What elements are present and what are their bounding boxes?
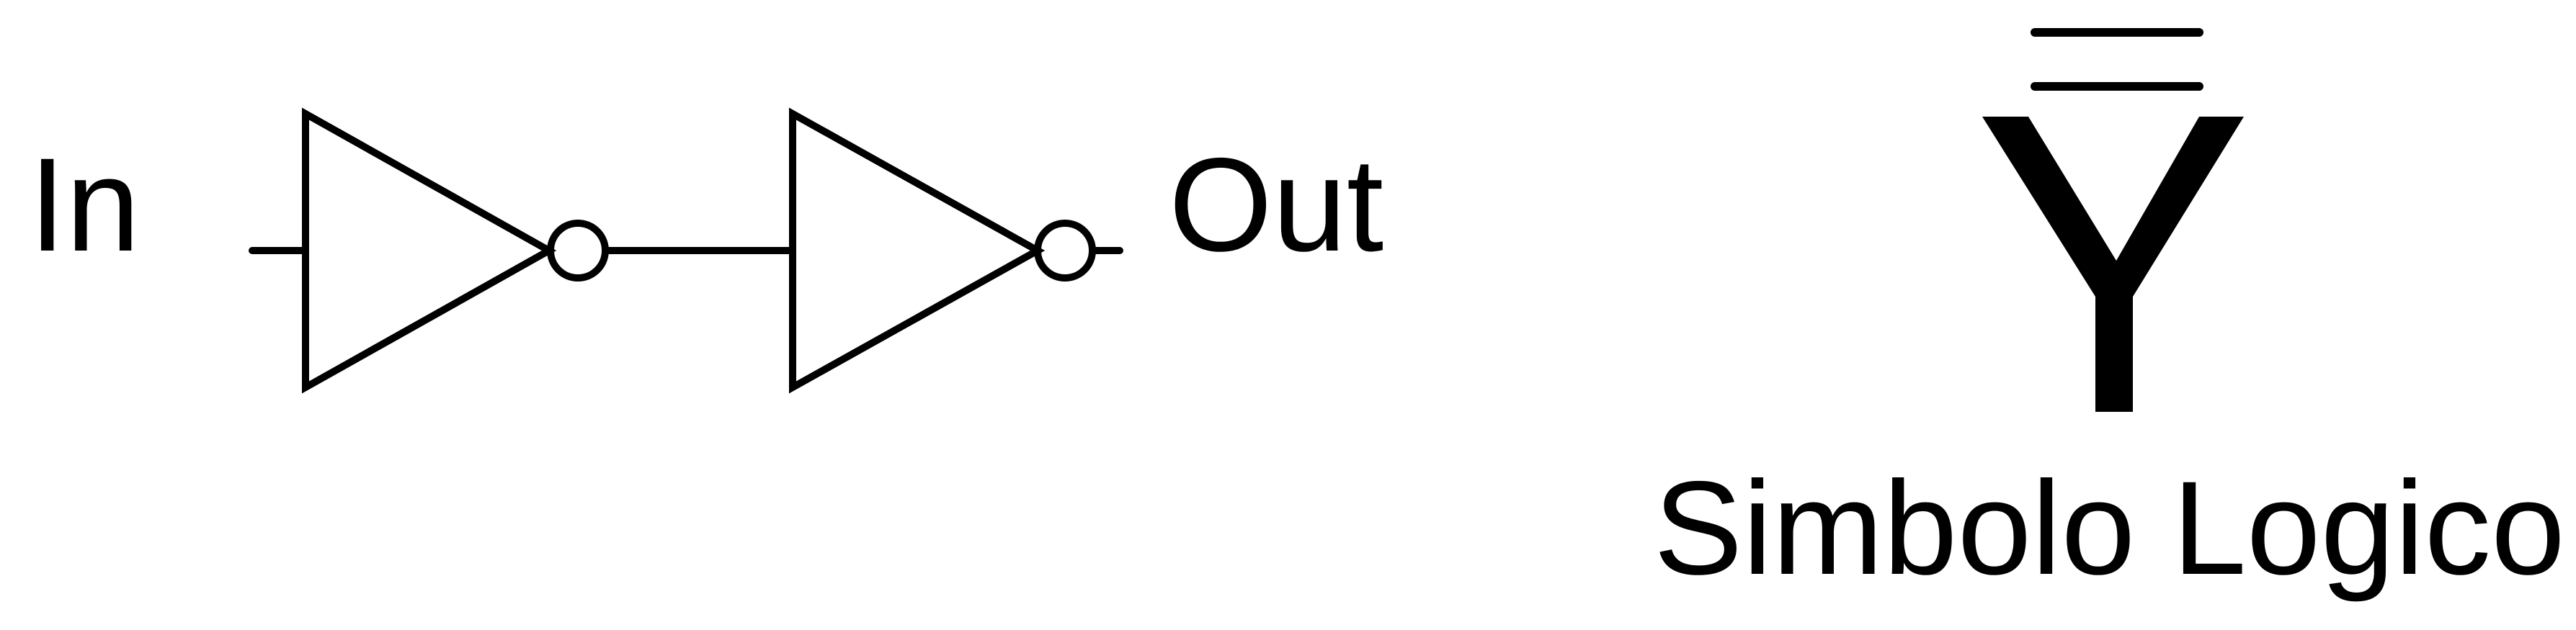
- symbol-y-glyph: [1982, 117, 2244, 412]
- inverter-2-bubble: [1034, 220, 1096, 282]
- inverter-chain: In Out: [29, 107, 1383, 394]
- inverter-1-triangle: [302, 107, 557, 394]
- input-label: In: [29, 131, 140, 279]
- inverter-1-bubble: [547, 220, 609, 282]
- logic-symbol: Simbolo Logico: [1654, 28, 2565, 603]
- output-label: Out: [1169, 131, 1383, 279]
- inverter-2-triangle: [789, 107, 1046, 394]
- symbol-caption: Simbolo Logico: [1654, 454, 2565, 603]
